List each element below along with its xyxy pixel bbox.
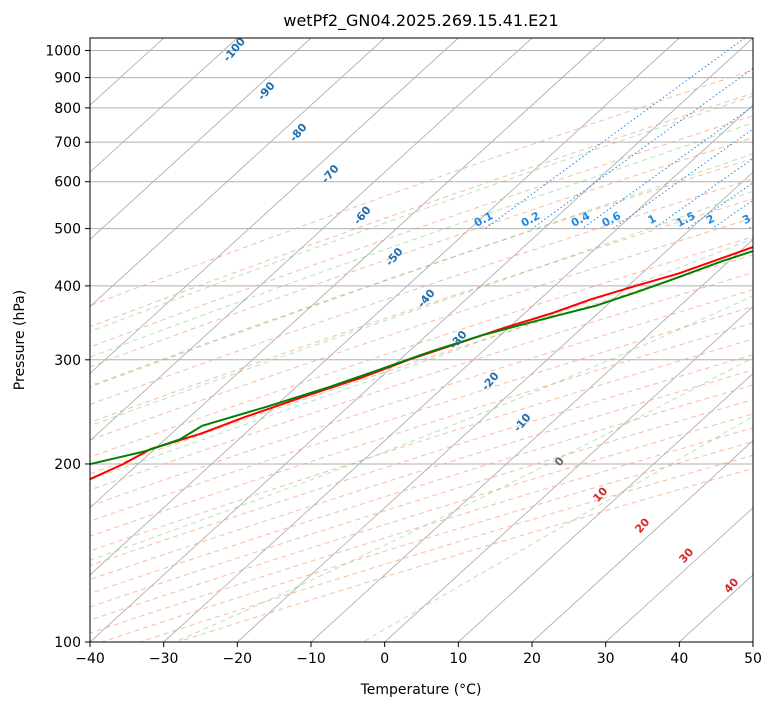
- mixing-ratio-line: [485, 38, 746, 230]
- isotherm-line: [384, 305, 753, 642]
- dry-adiabat-line: [90, 136, 753, 368]
- y-tick-label: 100: [54, 635, 81, 651]
- dry-adiabat-line: [90, 198, 753, 424]
- isotherm-line: [605, 507, 753, 642]
- x-tick-label: 20: [523, 651, 541, 667]
- y-tick-label: 900: [54, 71, 81, 87]
- isotherm-line: [90, 38, 459, 375]
- isotherm-line: [90, 38, 607, 509]
- dry-adiabat-line: [90, 384, 753, 594]
- y-tick-label: 300: [54, 353, 81, 369]
- x-tick-label: −20: [223, 651, 253, 667]
- isotherm-line: [752, 641, 753, 642]
- x-tick-label: 50: [744, 651, 762, 667]
- dry-adiabat-line: [90, 69, 753, 307]
- mixing-ratio-line: [531, 67, 753, 230]
- temperature-profile-line: [90, 246, 753, 481]
- moist-adiabat-line: [90, 237, 753, 481]
- dry-adiabat-line: [90, 289, 753, 507]
- isotherm-line: [163, 104, 753, 642]
- x-tick-label: −40: [75, 651, 105, 667]
- dewpoint-profile-line: [90, 250, 753, 466]
- y-tick-label: 600: [54, 175, 81, 191]
- dry-adiabat-line: [90, 236, 753, 458]
- isotherm-line: [90, 38, 238, 173]
- moist-adiabat-line: [90, 122, 753, 358]
- dry-adiabat-line: [90, 369, 753, 581]
- mixing-ratio-line: [653, 158, 753, 230]
- isotherm-line: [236, 171, 753, 642]
- y-tick-label: 400: [54, 279, 81, 295]
- isotherm-line: [90, 38, 533, 442]
- y-tick-label: 500: [54, 222, 81, 238]
- x-tick-label: 40: [670, 651, 688, 667]
- moist-adiabat-line: [174, 357, 753, 642]
- y-tick-label: 700: [54, 135, 81, 151]
- moist-adiabat-line: [90, 295, 753, 561]
- isotherm-line: [531, 440, 753, 642]
- dry-adiabat-line: [90, 338, 753, 552]
- y-tick-label: 800: [54, 101, 81, 117]
- moist-adiabat-line: [90, 190, 753, 427]
- isotherm-line: [457, 372, 753, 642]
- x-tick-label: 10: [449, 651, 467, 667]
- isotherm-line: [90, 38, 753, 642]
- moist-adiabat-line: [90, 153, 753, 388]
- plot-frame: [89, 37, 754, 643]
- dry-adiabat-line: [90, 254, 753, 475]
- x-tick-label: 30: [597, 651, 615, 667]
- x-tick-label: −30: [149, 651, 179, 667]
- isotherm-line: [90, 38, 386, 308]
- moist-adiabat-line: [90, 95, 753, 333]
- x-tick-label: 0: [380, 651, 389, 667]
- y-axis-label: Pressure (hPa): [12, 290, 28, 390]
- y-tick-label: 1000: [45, 44, 81, 60]
- x-tick-label: −10: [296, 651, 326, 667]
- dry-adiabat-line: [90, 115, 753, 348]
- x-axis-label: Temperature (°C): [360, 682, 482, 698]
- chart-title: wetPf2_GN04.2025.269.15.41.E21: [283, 11, 558, 31]
- isotherm-line: [90, 38, 312, 240]
- y-tick-label: 200: [54, 457, 81, 473]
- isotherm-line: [90, 38, 680, 576]
